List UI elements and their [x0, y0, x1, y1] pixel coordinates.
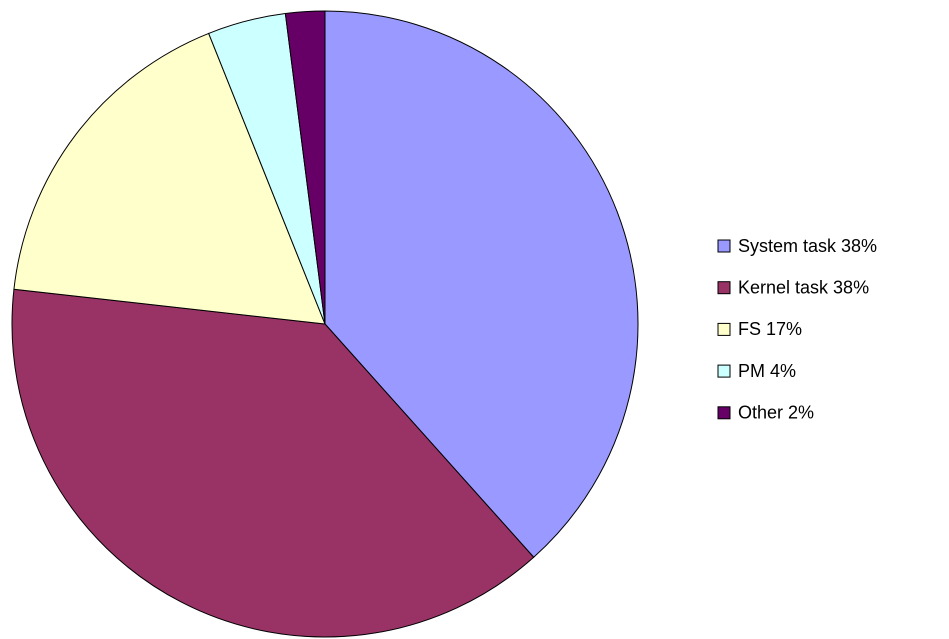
- pie-slice: [324, 10, 639, 558]
- pie-slice: [13, 32, 326, 325]
- pie-slice: [284, 10, 326, 325]
- legend-swatch: [717, 281, 731, 295]
- legend-label: Kernel task 38%: [738, 277, 869, 297]
- legend-swatch: [717, 406, 731, 420]
- legend-swatch: [717, 239, 731, 253]
- legend-label: PM 4%: [738, 361, 796, 381]
- legend-label: System task 38%: [738, 236, 877, 256]
- legend-label: Other 2%: [738, 403, 814, 423]
- legend-label: FS 17%: [738, 319, 802, 339]
- legend-swatch: [717, 322, 731, 336]
- legend-swatch: [717, 364, 731, 378]
- pie-slice: [11, 288, 535, 638]
